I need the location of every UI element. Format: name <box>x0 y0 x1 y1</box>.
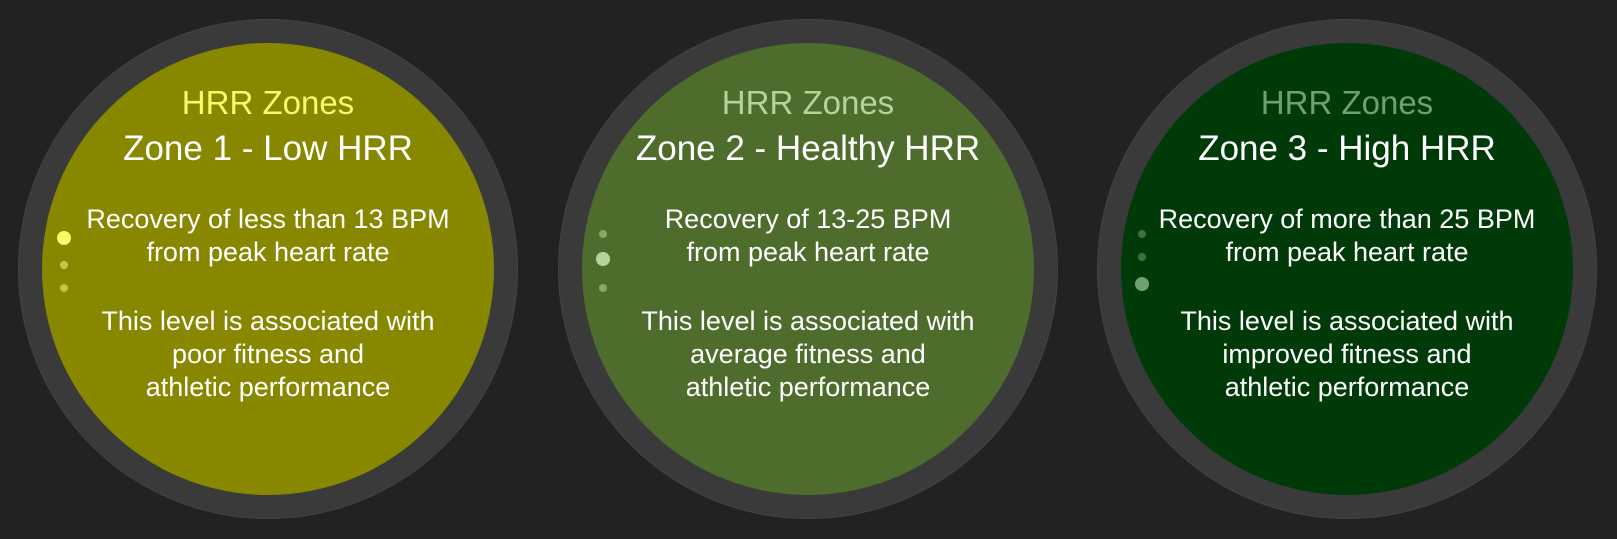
recovery-line: from peak heart rate <box>1225 237 1469 267</box>
zone-title: Zone 2 - Healthy HRR <box>635 129 981 168</box>
page-indicator-dot-2 <box>596 252 610 266</box>
association-line: This level is associated with <box>641 306 975 336</box>
association-description: This level is associated with poor fitne… <box>72 305 464 404</box>
page-indicator-dot-2 <box>60 261 68 269</box>
screen-header: HRR Zones <box>181 84 355 121</box>
recovery-line: Recovery of 13-25 BPM <box>664 204 952 234</box>
association-line: This level is associated with <box>101 306 435 336</box>
recovery-description: Recovery of less than 13 BPM from peak h… <box>72 203 464 269</box>
screen-header: HRR Zones <box>721 84 895 121</box>
zone-title: Zone 1 - Low HRR <box>123 129 413 168</box>
watch-face-zone-3[interactable]: HRR Zones Zone 3 - High HRR Recovery of … <box>1121 43 1573 495</box>
association-description: This level is associated with improved f… <box>1151 305 1543 404</box>
page-indicator-dot-1 <box>1138 230 1146 238</box>
watch-bezel: HRR Zones Zone 1 - Low HRR Recovery of l… <box>18 19 518 519</box>
watch-face-zone-2[interactable]: HRR Zones Zone 2 - Healthy HRR Recovery … <box>582 43 1034 495</box>
watch-bezel: HRR Zones Zone 3 - High HRR Recovery of … <box>1097 19 1597 519</box>
zone-title: Zone 3 - High HRR <box>1198 129 1496 168</box>
association-line: athletic performance <box>145 372 391 402</box>
page-indicator-dot-1 <box>599 230 607 238</box>
page-indicator-dot-3 <box>1135 277 1149 291</box>
association-description: This level is associated with average fi… <box>612 305 1004 404</box>
association-line: improved fitness and <box>1222 339 1472 369</box>
watch-bezel: HRR Zones Zone 2 - Healthy HRR Recovery … <box>558 19 1058 519</box>
association-line: poor fitness and <box>171 339 365 369</box>
recovery-description: Recovery of more than 25 BPM from peak h… <box>1151 203 1543 269</box>
screen-header: HRR Zones <box>1260 84 1434 121</box>
page-indicator-dot-1 <box>57 231 71 245</box>
watch-face-zone-1[interactable]: HRR Zones Zone 1 - Low HRR Recovery of l… <box>42 43 494 495</box>
page-indicator-dot-3 <box>599 284 607 292</box>
association-line: average fitness and <box>690 339 926 369</box>
recovery-line: from peak heart rate <box>146 237 390 267</box>
recovery-line: Recovery of less than 13 BPM <box>86 204 450 234</box>
page-indicator-dot-2 <box>1138 253 1146 261</box>
association-line: This level is associated with <box>1180 306 1514 336</box>
association-line: athletic performance <box>685 372 931 402</box>
recovery-line: from peak heart rate <box>686 237 930 267</box>
recovery-line: Recovery of more than 25 BPM <box>1158 204 1536 234</box>
recovery-description: Recovery of 13-25 BPM from peak heart ra… <box>612 203 1004 269</box>
page-indicator-dot-3 <box>60 284 68 292</box>
association-line: athletic performance <box>1224 372 1470 402</box>
